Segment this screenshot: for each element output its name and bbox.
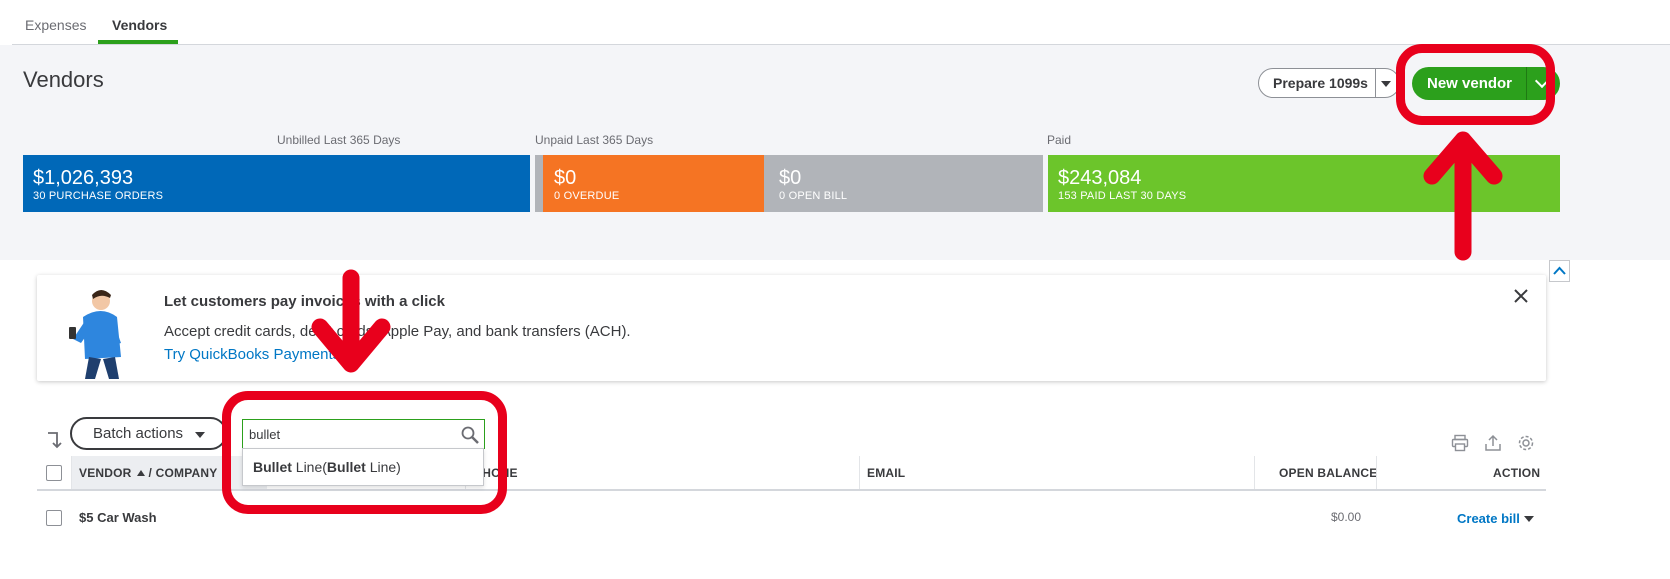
new-vendor-highlight-ring — [1396, 44, 1555, 125]
tile-caption: 0 OPEN BILL — [779, 190, 848, 202]
tab-bar: Expenses Vendors — [12, 0, 1670, 45]
column-divider — [1376, 456, 1377, 489]
chevron-up-icon — [1553, 266, 1566, 275]
create-bill-link[interactable]: Create bill — [1457, 511, 1520, 526]
chevron-down-icon[interactable] — [1524, 516, 1534, 522]
column-vendor-company[interactable]: VENDOR / COMPANY — [79, 466, 217, 480]
gear-icon[interactable] — [1517, 434, 1535, 452]
tab-vendors[interactable]: Vendors — [112, 17, 168, 33]
person-with-phone-illustration — [69, 290, 121, 379]
unbilled-label: Unbilled Last 365 Days — [277, 133, 401, 147]
column-divider — [71, 456, 72, 489]
column-divider — [1254, 456, 1255, 489]
match-text: Bullet — [326, 459, 366, 475]
batch-actions-button[interactable]: Batch actions — [70, 417, 227, 450]
select-all-checkbox[interactable] — [46, 465, 62, 481]
sort-ascending-icon — [136, 470, 145, 476]
prepare-1099s-button[interactable]: Prepare 1099s — [1258, 68, 1400, 98]
option-text: Line) — [365, 459, 401, 475]
scroll-up-button[interactable] — [1549, 260, 1570, 282]
tile-amount: $243,084 — [1058, 167, 1142, 189]
tile-caption: 30 PURCHASE ORDERS — [33, 190, 164, 202]
open-bill-tile[interactable]: $0 0 OPEN BILL — [764, 155, 1043, 212]
open-balance-value: $0.00 — [1331, 510, 1362, 524]
autocomplete-option[interactable]: Bullet Line(Bullet Line) — [253, 459, 401, 475]
tab-expenses[interactable]: Expenses — [25, 17, 87, 33]
close-icon[interactable] — [1511, 286, 1531, 306]
page-title: Vendors — [23, 67, 104, 92]
active-tab-indicator — [98, 40, 178, 44]
purchase-orders-tile[interactable]: $1,026,393 30 PURCHASE ORDERS — [23, 155, 530, 212]
print-icon[interactable] — [1451, 434, 1469, 452]
export-icon[interactable] — [1484, 434, 1502, 452]
vendor-search-box — [242, 419, 485, 449]
vendor-table-header: VENDOR / COMPANY PHONE EMAIL OPEN BALANCE… — [37, 456, 1546, 491]
paid-tile[interactable]: $243,084 153 PAID LAST 30 DAYS — [1048, 155, 1560, 212]
match-text: Bullet — [253, 459, 292, 475]
new-vendor-label: New vendor — [1427, 75, 1513, 92]
button-divider — [1375, 69, 1376, 97]
search-highlight-ring — [222, 391, 507, 514]
overdue-tile[interactable]: $0 0 OVERDUE — [535, 155, 764, 212]
column-email[interactable]: EMAIL — [867, 466, 906, 480]
tile-amount: $1,026,393 — [33, 167, 134, 189]
row-checkbox[interactable] — [46, 510, 62, 526]
column-open-balance[interactable]: OPEN BALANCE — [1279, 466, 1378, 480]
chevron-down-icon — [195, 432, 205, 438]
tile-stub — [535, 155, 543, 212]
new-vendor-button[interactable]: New vendor — [1412, 67, 1560, 100]
promo-title: Let customers pay invoices with a click — [164, 293, 445, 310]
column-action: ACTION — [1493, 466, 1541, 480]
sort-arrow-icon[interactable] — [46, 430, 64, 450]
tile-amount: $0 — [779, 167, 802, 189]
chevron-down-icon[interactable] — [1381, 81, 1391, 87]
vendor-header-text: VENDOR — [79, 466, 132, 480]
tile-amount: $0 — [554, 167, 577, 189]
table-row[interactable]: $5 Car Wash $0.00 Create bill — [37, 500, 1546, 536]
search-icon[interactable] — [460, 425, 480, 445]
vendor-search-input[interactable] — [249, 425, 449, 443]
batch-actions-label: Batch actions — [93, 425, 184, 442]
sorted-column-highlight — [71, 456, 267, 489]
option-text: Line( — [291, 459, 327, 475]
search-autocomplete-dropdown: Bullet Line(Bullet Line) — [242, 448, 484, 486]
column-divider — [859, 456, 860, 489]
payments-promo-banner: Let customers pay invoices with a click … — [37, 275, 1546, 381]
vendor-name[interactable]: $5 Car Wash — [79, 510, 157, 525]
tile-caption: 0 OVERDUE — [554, 190, 620, 202]
paid-label: Paid — [1047, 133, 1072, 147]
promo-body: Accept credit cards, debit cards, Apple … — [164, 323, 631, 340]
try-payments-link[interactable]: Try QuickBooks Payments — [164, 346, 341, 363]
button-divider — [1526, 67, 1527, 100]
tile-caption: 153 PAID LAST 30 DAYS — [1058, 190, 1187, 202]
prepare-1099s-label: Prepare 1099s — [1273, 75, 1368, 91]
unpaid-label: Unpaid Last 365 Days — [535, 133, 654, 147]
company-header-text: / COMPANY — [148, 466, 218, 480]
